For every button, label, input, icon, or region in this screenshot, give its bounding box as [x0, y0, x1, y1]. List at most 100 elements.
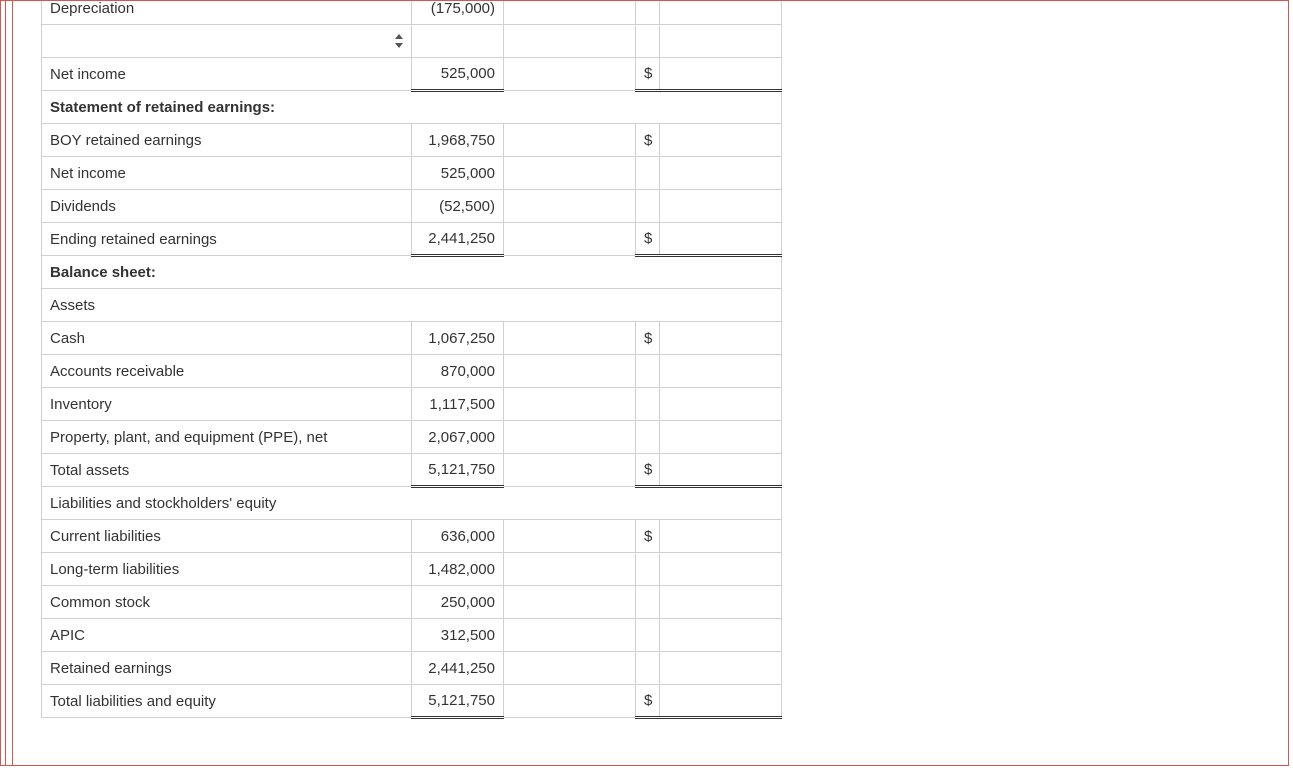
table-row: Assets [42, 289, 782, 322]
table-row: Accounts receivable870,000 [42, 355, 782, 388]
input-cell[interactable] [660, 157, 782, 190]
input-cell[interactable] [504, 0, 636, 25]
input-cell[interactable] [504, 586, 636, 619]
sort-icon [393, 34, 405, 48]
row-label: Common stock [42, 586, 412, 619]
input-cell[interactable] [660, 619, 782, 652]
table-row: Total liabilities and equity5,121,750 $ [42, 685, 782, 718]
input-cell[interactable] [504, 388, 636, 421]
input-cell[interactable] [660, 190, 782, 223]
table-row: Property, plant, and equipment (PPE), ne… [42, 421, 782, 454]
sym-cell [636, 25, 660, 58]
value-cell: 1,067,250 [412, 322, 504, 355]
input-cell[interactable] [504, 454, 636, 487]
value-cell: 5,121,750 [412, 685, 504, 718]
table-row: Inventory1,117,500 [42, 388, 782, 421]
input-cell[interactable] [504, 223, 636, 256]
dropdown-cell[interactable] [42, 25, 412, 58]
input-cell[interactable] [660, 0, 782, 25]
input-cell[interactable] [504, 322, 636, 355]
row-label: Total liabilities and equity [42, 685, 412, 718]
input-cell[interactable] [504, 157, 636, 190]
input-cell[interactable] [504, 619, 636, 652]
value-cell: 1,117,500 [412, 388, 504, 421]
input-cell[interactable] [660, 322, 782, 355]
input-cell[interactable] [660, 58, 782, 91]
table-row: Total assets5,121,750 $ [42, 454, 782, 487]
sym-cell: $ [636, 58, 660, 91]
value-cell: 1,968,750 [412, 124, 504, 157]
table-row: Dividends(52,500) [42, 190, 782, 223]
sym-cell [636, 586, 660, 619]
value-cell: 312,500 [412, 619, 504, 652]
outer-frame: Depreciation(175,000)Net income525,000$S… [0, 0, 1289, 766]
value-cell: (175,000) [412, 0, 504, 25]
input-cell[interactable] [504, 421, 636, 454]
sym-cell [636, 652, 660, 685]
table-row: APIC312,500 [42, 619, 782, 652]
sym-cell: $ [636, 520, 660, 553]
row-label: Ending retained earnings [42, 223, 412, 256]
row-label: Inventory [42, 388, 412, 421]
value-cell: 636,000 [412, 520, 504, 553]
input-cell[interactable] [660, 685, 782, 718]
input-cell[interactable] [660, 223, 782, 256]
table-row: Statement of retained earnings: [42, 91, 782, 124]
sym-cell [636, 190, 660, 223]
sym-cell [636, 0, 660, 25]
row-label: Retained earnings [42, 652, 412, 685]
row-label: Balance sheet: [42, 256, 782, 289]
input-cell[interactable] [504, 652, 636, 685]
input-cell[interactable] [660, 25, 782, 58]
input-cell[interactable] [504, 355, 636, 388]
sym-cell: $ [636, 685, 660, 718]
row-label: Total assets [42, 454, 412, 487]
sym-cell: $ [636, 223, 660, 256]
sym-cell: $ [636, 322, 660, 355]
input-cell[interactable] [660, 355, 782, 388]
sym-cell: $ [636, 454, 660, 487]
table-row: Cash1,067,250 $ [42, 322, 782, 355]
row-label: Dividends [42, 190, 412, 223]
input-cell[interactable] [504, 190, 636, 223]
value-cell: 2,441,250 [412, 652, 504, 685]
sym-cell [636, 553, 660, 586]
input-cell[interactable] [660, 652, 782, 685]
value-cell [412, 25, 504, 58]
table-row: BOY retained earnings1,968,750$ [42, 124, 782, 157]
input-cell[interactable] [504, 25, 636, 58]
value-cell: 250,000 [412, 586, 504, 619]
input-cell[interactable] [660, 124, 782, 157]
input-cell[interactable] [504, 553, 636, 586]
table-row: Net income525,000 $ [42, 58, 782, 91]
table-row [42, 25, 782, 58]
input-cell[interactable] [660, 454, 782, 487]
content-area: Depreciation(175,000)Net income525,000$S… [41, 0, 781, 719]
value-cell: 5,121,750 [412, 454, 504, 487]
value-cell: 870,000 [412, 355, 504, 388]
input-cell[interactable] [660, 421, 782, 454]
input-cell[interactable] [660, 586, 782, 619]
table-row: Long-term liabilities1,482,000 [42, 553, 782, 586]
row-label: Liabilities and stockholders' equity [42, 487, 782, 520]
sym-cell [636, 355, 660, 388]
input-cell[interactable] [504, 520, 636, 553]
input-cell[interactable] [660, 553, 782, 586]
input-cell[interactable] [660, 520, 782, 553]
value-cell: (52,500) [412, 190, 504, 223]
row-label: Accounts receivable [42, 355, 412, 388]
input-cell[interactable] [504, 685, 636, 718]
value-cell: 525,000 [412, 58, 504, 91]
table-row: Net income525,000 [42, 157, 782, 190]
value-cell: 2,441,250 [412, 223, 504, 256]
input-cell[interactable] [504, 124, 636, 157]
table-row: Ending retained earnings2,441,250 $ [42, 223, 782, 256]
sym-cell [636, 388, 660, 421]
row-label: BOY retained earnings [42, 124, 412, 157]
row-label: Net income [42, 58, 412, 91]
row-label: Cash [42, 322, 412, 355]
input-cell[interactable] [660, 388, 782, 421]
value-cell: 525,000 [412, 157, 504, 190]
input-cell[interactable] [504, 58, 636, 91]
row-label: Property, plant, and equipment (PPE), ne… [42, 421, 412, 454]
